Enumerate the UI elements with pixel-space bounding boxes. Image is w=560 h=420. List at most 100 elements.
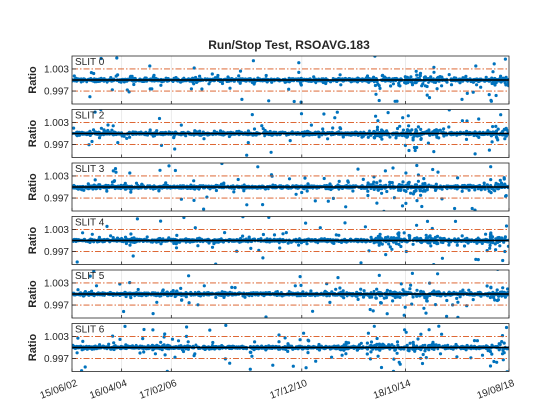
data-point	[384, 253, 388, 257]
data-point	[426, 141, 430, 145]
data-point	[299, 100, 303, 104]
data-point	[377, 98, 381, 103]
data-point	[447, 243, 451, 247]
data-point	[151, 240, 155, 244]
data-point	[93, 110, 97, 114]
data-point	[499, 113, 503, 117]
data-point	[495, 288, 499, 292]
panel-label: SLIT 0	[75, 57, 105, 68]
data-point	[489, 183, 493, 187]
data-point	[489, 99, 493, 103]
data-point	[395, 99, 399, 103]
data-point	[192, 82, 196, 86]
data-point	[376, 119, 380, 123]
data-point	[155, 129, 159, 133]
data-point	[245, 153, 249, 157]
data-point	[404, 189, 408, 193]
data-point	[172, 136, 176, 140]
data-point	[145, 235, 149, 239]
data-point	[488, 232, 493, 237]
data-point	[198, 74, 202, 78]
data-point	[440, 75, 444, 79]
data-point	[256, 165, 260, 169]
data-point	[102, 128, 106, 132]
data-point	[92, 71, 96, 76]
data-point	[472, 133, 476, 138]
y-tick-label: 0.997	[44, 194, 69, 205]
data-point	[343, 221, 347, 225]
data-point	[501, 258, 505, 263]
data-point	[197, 187, 201, 191]
data-point	[383, 169, 387, 173]
data-point	[385, 189, 389, 194]
data-point	[339, 127, 343, 131]
data-point	[506, 244, 509, 248]
data-point	[415, 145, 419, 150]
data-point	[113, 167, 118, 171]
data-point	[494, 248, 498, 252]
data-point	[498, 244, 502, 248]
data-point	[272, 233, 277, 237]
data-point	[269, 150, 273, 154]
data-point	[110, 88, 114, 92]
data-point	[387, 242, 391, 246]
data-point	[371, 309, 375, 313]
data-point	[214, 188, 218, 193]
data-point	[411, 192, 415, 196]
data-point	[200, 87, 204, 91]
data-point	[189, 183, 193, 187]
y-tick-label: 1.003	[44, 118, 69, 129]
data-point	[453, 219, 458, 223]
data-point	[435, 242, 439, 246]
data-point	[488, 243, 492, 247]
data-point	[361, 177, 365, 181]
data-point	[291, 77, 295, 80]
data-point	[132, 82, 136, 87]
data-point	[184, 240, 188, 244]
data-point	[288, 139, 292, 143]
data-point	[456, 176, 460, 180]
data-point	[75, 76, 78, 80]
data-point	[251, 59, 255, 63]
data-point	[484, 232, 488, 236]
data-point	[388, 135, 392, 139]
data-point	[116, 141, 120, 145]
data-point	[422, 177, 426, 181]
data-point	[135, 217, 139, 221]
data-point	[374, 92, 378, 96]
data-point	[184, 295, 188, 299]
data-point	[506, 82, 509, 86]
data-point	[99, 133, 103, 137]
data-point	[281, 232, 285, 236]
data-point	[503, 57, 507, 61]
data-point	[157, 116, 162, 121]
data-point	[305, 242, 309, 246]
data-point	[179, 123, 183, 127]
data-point	[493, 189, 497, 193]
data-point	[321, 127, 325, 131]
data-point	[314, 81, 318, 85]
data-point	[394, 242, 398, 246]
data-point	[394, 136, 398, 140]
data-point	[238, 241, 241, 244]
data-point	[376, 134, 381, 138]
data-point	[418, 189, 422, 193]
data-point	[375, 125, 380, 129]
data-point	[380, 137, 384, 141]
data-point	[401, 180, 405, 184]
data-point	[230, 285, 234, 289]
data-point	[82, 188, 86, 192]
data-point	[120, 236, 123, 240]
data-point	[363, 225, 367, 229]
data-point	[505, 128, 509, 132]
y-tick-label: 0.997	[44, 140, 69, 151]
data-point	[436, 272, 440, 276]
data-point	[310, 80, 314, 83]
data-point	[284, 231, 288, 235]
data-point	[377, 243, 381, 247]
data-point	[128, 76, 132, 80]
data-point	[503, 137, 507, 141]
data-point	[328, 300, 332, 304]
data-point	[192, 66, 196, 70]
